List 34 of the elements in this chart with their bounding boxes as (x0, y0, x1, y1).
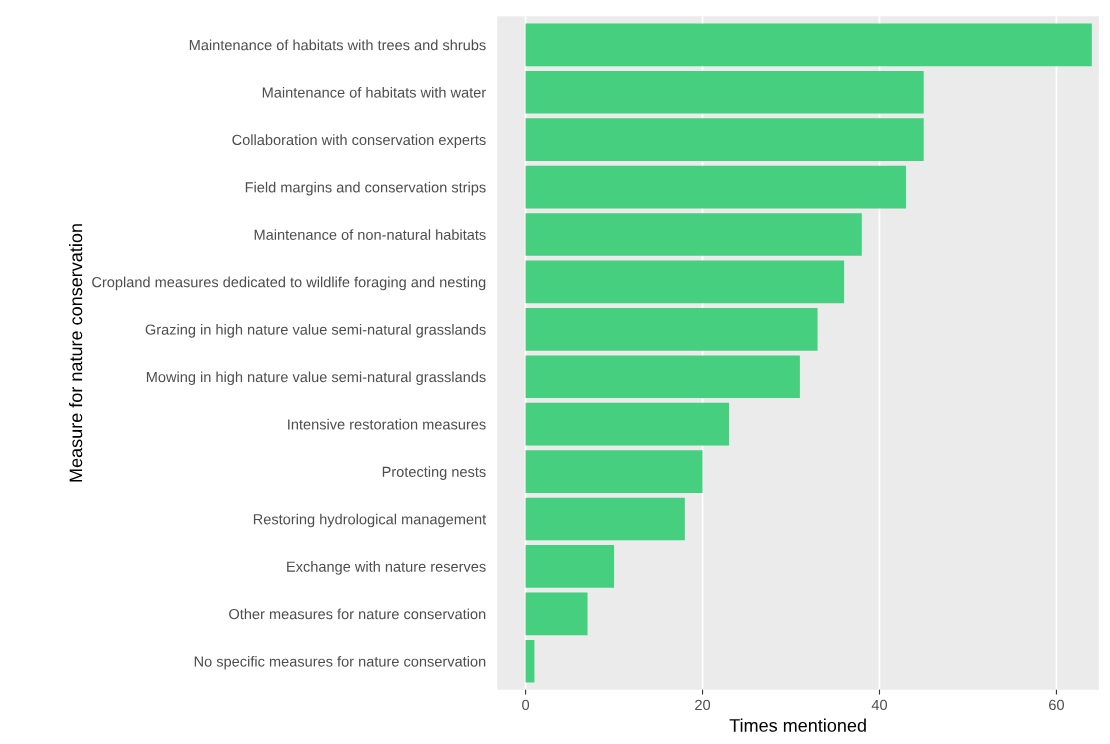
y-tick-label: Exchange with nature reserves (287, 561, 486, 575)
y-tick-label: Maintenance of habitats with trees and shrubs (189, 39, 486, 51)
x-tick-label: 40 (871, 699, 888, 711)
y-tick-label: No specific measures for nature conservation (194, 655, 486, 670)
bar (525, 355, 800, 399)
y-tick-label: Cropland measures dedicated to wildlife foraging and nesting (92, 276, 486, 291)
bar (525, 23, 1092, 67)
y-tick-label: Grazing in high nature value semi-natural grasslands (145, 324, 486, 338)
y-tick-label: Field margins and conservation strips (245, 181, 486, 196)
y-tick-label: Restoring hydrological management (253, 513, 487, 528)
x-tick-label: 0 (522, 699, 530, 711)
bar (525, 307, 818, 351)
y-tick-label: Collaboration with conservation experts (232, 134, 486, 148)
y-tick-label: Protecting nests (382, 466, 486, 480)
bar (525, 70, 924, 114)
y-tick-label: Mowing in high nature value semi-natural grasslands (146, 371, 486, 386)
y-tick-label: Maintenance of habitats with water (262, 86, 486, 98)
bar (525, 118, 924, 161)
y-tick-label: Maintenance of non-natural habitats (254, 229, 486, 240)
bar (525, 545, 615, 588)
x-tick-label: 60 (1049, 699, 1064, 711)
x-tick-label: 20 (695, 699, 711, 711)
y-tick-label: Other measures for nature conservation (229, 608, 486, 620)
bar (525, 260, 845, 304)
bar (525, 402, 730, 446)
bar (525, 592, 588, 636)
y-axis-title: Measure for nature conservation (69, 224, 83, 482)
bar (525, 497, 685, 541)
y-tick-label: Intensive restoration measures (288, 418, 486, 430)
bar (525, 450, 703, 493)
x-axis-title: Times mentioned (729, 718, 866, 732)
bar (525, 165, 907, 209)
bar (525, 639, 535, 683)
bar (525, 213, 862, 256)
